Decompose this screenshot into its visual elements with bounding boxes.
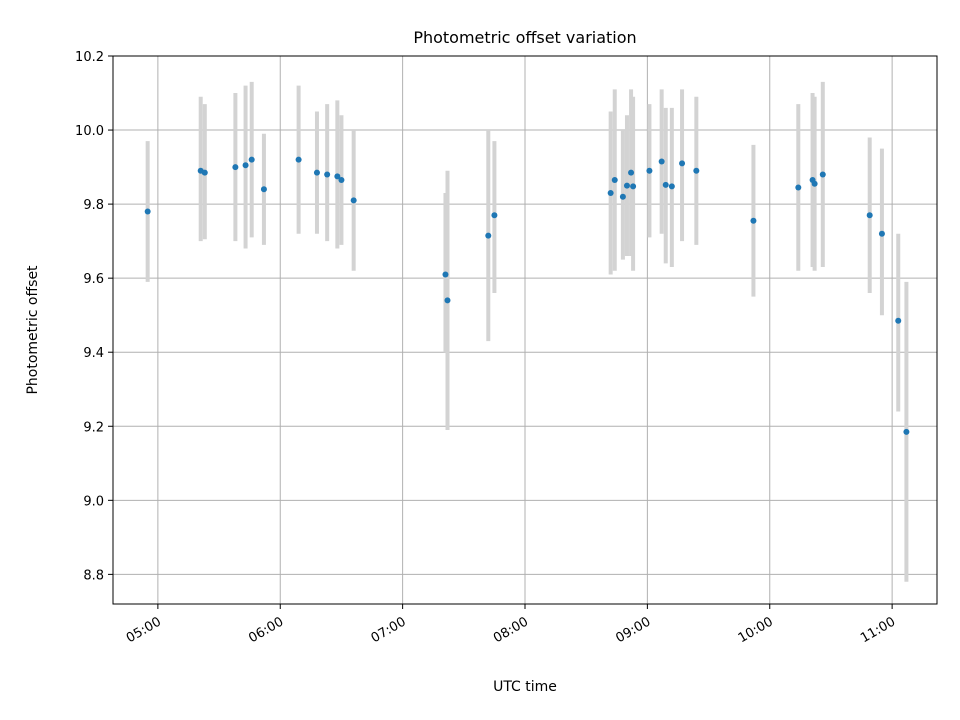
data-point [485,232,492,239]
data-point [248,156,255,163]
y-tick-label: 9.8 [83,198,104,213]
y-tick-label: 10.0 [75,124,104,139]
data-point [334,173,341,180]
data-point [324,171,331,178]
data-point [795,184,802,191]
data-point [338,177,345,184]
x-axis-label: UTC time [493,679,557,695]
data-point [242,162,249,169]
data-point [878,230,885,237]
data-point [444,297,451,304]
x-axis: 05:00 06:00 07:00 08:00 09:00 10:00 11:00 [124,604,898,646]
data-point [693,167,700,174]
data-points [144,156,910,435]
data-point [668,183,675,190]
data-point [662,181,669,188]
x-tick-label: 06:00 [246,614,286,646]
x-tick-label: 05:00 [124,614,164,646]
data-point [811,180,818,187]
data-point [201,169,208,176]
x-tick-label: 10:00 [736,614,776,646]
data-point [895,317,902,324]
y-tick-label: 9.0 [83,494,104,509]
y-tick-label: 9.4 [83,346,104,361]
data-point [313,169,320,176]
data-point [611,177,618,184]
data-point [442,271,449,278]
data-point [866,212,873,219]
y-tick-label: 9.2 [83,420,104,435]
y-tick-label: 10.2 [75,50,104,65]
x-tick-label: 09:00 [613,614,653,646]
y-axis: 8.8 9.0 9.2 9.4 9.6 9.8 10.0 10.2 [75,50,113,583]
data-point [679,160,686,167]
data-point [260,186,267,193]
x-tick-label: 07:00 [369,614,409,646]
x-tick-label: 11:00 [858,614,898,646]
data-point [646,167,653,174]
data-point [491,212,498,219]
y-axis-label: Photometric offset [25,265,41,395]
data-point [619,193,626,200]
data-point [144,208,151,215]
data-point [607,190,614,196]
data-point [232,164,239,171]
data-point [295,156,302,163]
data-point [623,182,630,189]
y-tick-label: 9.6 [83,272,104,287]
data-point [628,169,635,176]
y-tick-label: 8.8 [83,568,104,583]
error-bars [145,81,909,582]
data-point [630,183,637,190]
data-point [903,428,910,435]
chart-title: Photometric offset variation [413,28,636,47]
data-point [819,171,826,178]
data-point [658,158,665,165]
data-point [750,217,757,224]
data-point [350,197,357,204]
x-tick-label: 08:00 [491,614,531,646]
